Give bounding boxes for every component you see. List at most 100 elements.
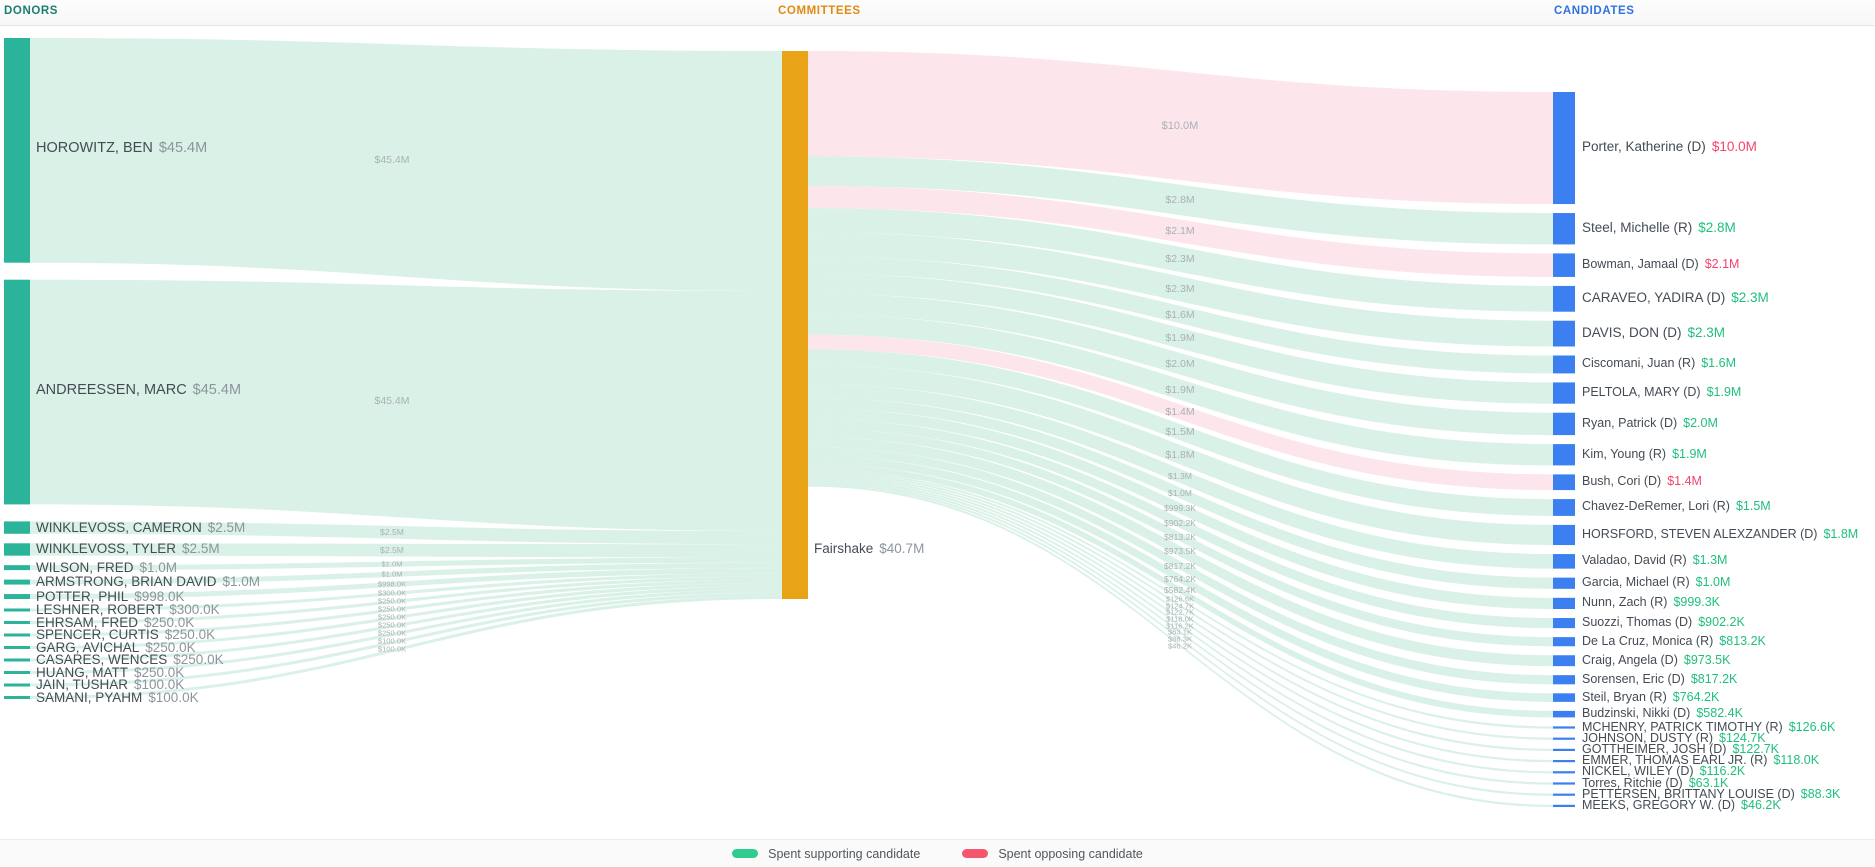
candidate-node[interactable] <box>1553 655 1575 667</box>
candidate-flow[interactable] <box>808 482 1553 796</box>
candidate-node[interactable] <box>1553 726 1575 729</box>
candidate-flow[interactable] <box>808 474 1553 751</box>
candidate-flow[interactable] <box>808 273 1553 404</box>
candidate-flow[interactable] <box>808 232 1553 347</box>
committee-nodes[interactable] <box>782 51 808 599</box>
donor-node[interactable] <box>4 579 30 585</box>
candidate-flow[interactable] <box>808 384 1553 569</box>
donor-flow[interactable] <box>30 562 782 585</box>
candidate-node[interactable] <box>1553 474 1575 491</box>
committee-node[interactable] <box>782 51 808 599</box>
candidate-node[interactable] <box>1553 213 1575 245</box>
donor-flow[interactable] <box>30 279 782 532</box>
candidate-flow[interactable] <box>808 365 1553 546</box>
donor-node[interactable] <box>4 38 30 263</box>
donor-nodes[interactable] <box>4 38 30 699</box>
candidate-node[interactable] <box>1553 499 1575 516</box>
candidate-node[interactable] <box>1553 285 1575 312</box>
donor-node[interactable] <box>4 594 30 599</box>
candidate-flow[interactable] <box>808 51 1553 205</box>
candidate-node[interactable] <box>1553 412 1575 436</box>
candidate-node[interactable] <box>1553 355 1575 374</box>
donor-flow[interactable] <box>30 38 782 292</box>
donor-flow[interactable] <box>30 582 782 649</box>
candidate-flow[interactable] <box>808 463 1553 718</box>
candidate-flow[interactable] <box>808 476 1553 763</box>
candidate-flow[interactable] <box>808 418 1553 629</box>
candidate-node[interactable] <box>1553 320 1575 347</box>
donor-flow[interactable] <box>30 557 782 571</box>
legend-swatch-oppose-icon <box>962 849 989 858</box>
donor-node[interactable] <box>4 633 30 637</box>
donor-flow[interactable] <box>30 573 782 612</box>
candidate-flow[interactable] <box>808 256 1553 374</box>
candidate-flow[interactable] <box>808 437 1553 667</box>
candidate-node[interactable] <box>1553 618 1575 629</box>
legend-label-support: Spent supporting candidate <box>768 846 921 861</box>
candidate-flow[interactable] <box>808 478 1553 774</box>
column-title-candidates: CANDIDATES <box>1554 5 1635 17</box>
candidate-node[interactable] <box>1553 597 1575 610</box>
donor-flow[interactable] <box>30 576 782 624</box>
donor-flow[interactable] <box>30 521 782 545</box>
donor-flow[interactable] <box>30 586 782 662</box>
candidate-node[interactable] <box>1553 710 1575 718</box>
candidate-nodes[interactable] <box>1553 92 1575 807</box>
candidate-flow[interactable] <box>808 208 1553 312</box>
donor-flow[interactable] <box>30 592 782 687</box>
candidate-flow[interactable] <box>808 447 1553 685</box>
candidate-node[interactable] <box>1553 693 1575 702</box>
donor-node[interactable] <box>4 683 30 687</box>
candidate-node[interactable] <box>1553 760 1575 763</box>
candidate-node[interactable] <box>1553 771 1575 774</box>
candidate-node[interactable] <box>1553 675 1575 685</box>
candidate-node[interactable] <box>1553 793 1575 796</box>
candidate-node[interactable] <box>1553 804 1575 807</box>
candidate-node[interactable] <box>1553 737 1575 740</box>
candidate-flow[interactable] <box>808 472 1553 740</box>
candidate-node[interactable] <box>1553 524 1575 546</box>
candidate-flow[interactable] <box>808 484 1553 807</box>
candidate-flow[interactable] <box>808 397 1553 589</box>
column-title-donors: DONORS <box>4 5 59 17</box>
donor-flow[interactable] <box>30 595 782 699</box>
candidate-flow[interactable] <box>808 334 1553 491</box>
legend-item-support: Spent supporting candidate <box>732 847 920 861</box>
donor-node[interactable] <box>4 565 30 571</box>
candidate-flow[interactable] <box>808 428 1553 647</box>
candidate-node[interactable] <box>1553 782 1575 785</box>
candidate-flow[interactable] <box>808 470 1553 729</box>
candidate-flow[interactable] <box>808 455 1553 702</box>
donor-node[interactable] <box>4 608 30 612</box>
donor-node[interactable] <box>4 671 30 674</box>
candidate-node[interactable] <box>1553 253 1575 277</box>
column-title-committees: COMMITTEES <box>778 5 861 17</box>
candidate-flow[interactable] <box>808 408 1553 610</box>
candidate-node[interactable] <box>1553 637 1575 647</box>
candidate-flow[interactable] <box>808 314 1553 466</box>
candidate-flow[interactable] <box>808 293 1553 436</box>
donor-node[interactable] <box>4 279 30 505</box>
donor-flow[interactable] <box>30 543 782 558</box>
candidate-flow[interactable] <box>808 349 1553 516</box>
candidate-flow[interactable] <box>808 480 1553 785</box>
donor-node[interactable] <box>4 621 30 624</box>
candidate-node[interactable] <box>1553 92 1575 205</box>
candidate-flow[interactable] <box>808 156 1553 245</box>
donor-node[interactable] <box>4 521 30 534</box>
legend-item-oppose: Spent opposing candidate <box>962 847 1143 861</box>
donor-flow[interactable] <box>30 568 782 599</box>
donor-node[interactable] <box>4 543 30 556</box>
candidate-node[interactable] <box>1553 748 1575 751</box>
donor-node[interactable] <box>4 658 30 662</box>
candidate-node[interactable] <box>1553 577 1575 589</box>
candidate-node[interactable] <box>1553 554 1575 569</box>
candidate-flow[interactable] <box>808 185 1553 277</box>
donor-node[interactable] <box>4 696 30 699</box>
candidate-node[interactable] <box>1553 444 1575 466</box>
candidate-node[interactable] <box>1553 382 1575 404</box>
donor-flow[interactable] <box>30 589 782 674</box>
donor-node[interactable] <box>4 646 30 649</box>
donor-flow[interactable] <box>30 579 782 637</box>
